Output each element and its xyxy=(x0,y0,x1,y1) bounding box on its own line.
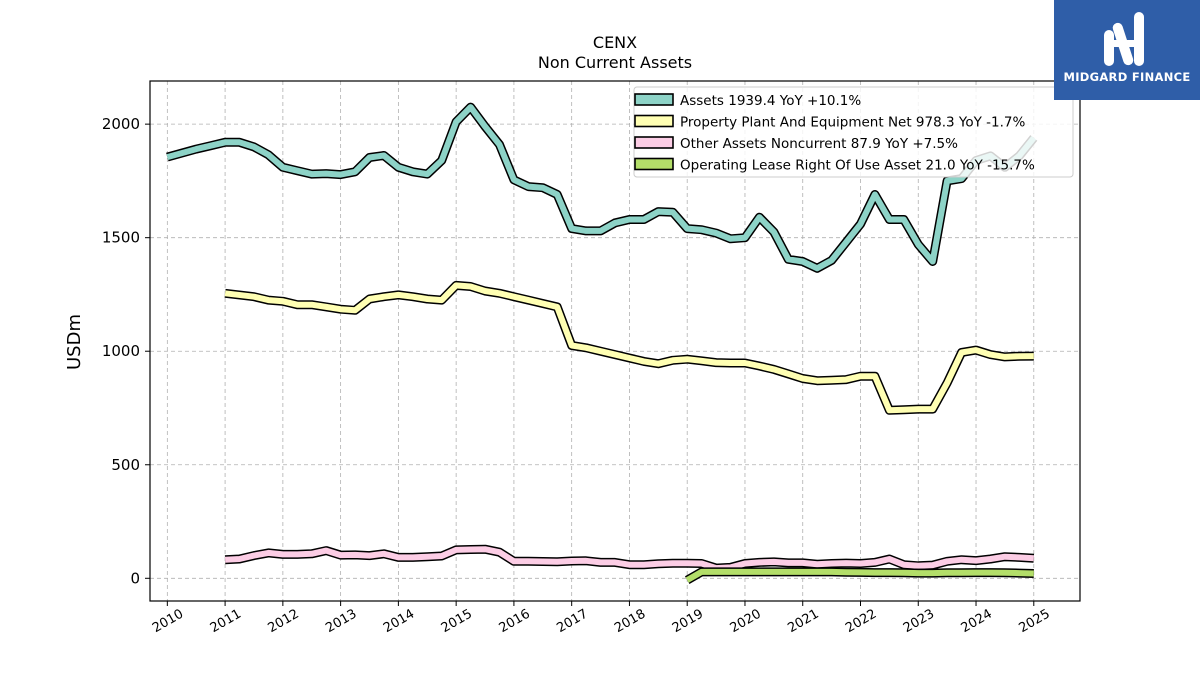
x-tick-label: 2011 xyxy=(208,607,244,637)
chart-subtitle: Non Current Assets xyxy=(538,53,692,72)
midgard-finance-logo: MIDGARD FINANCE xyxy=(1054,0,1200,100)
legend-swatch xyxy=(634,93,674,106)
legend-box xyxy=(633,86,1074,178)
x-tick-label: 2017 xyxy=(554,607,590,637)
x-tick-label: 2019 xyxy=(670,607,706,637)
y-tick-label: 0 xyxy=(130,569,140,587)
legend-label: Property Plant And Equipment Net 978.3 Y… xyxy=(680,115,1025,131)
series-2-line xyxy=(224,546,1034,572)
x-tick-label: 2024 xyxy=(959,607,995,637)
x-tick-label: 2025 xyxy=(1016,607,1052,637)
chart-title: CENX xyxy=(593,33,637,52)
series-0-line xyxy=(166,104,1037,272)
legend-swatch xyxy=(634,157,674,171)
series-layer xyxy=(166,102,1038,585)
logo-mark-icon xyxy=(1104,12,1144,66)
x-tick-label: 2016 xyxy=(497,607,533,637)
x-tick-label: 2021 xyxy=(785,607,821,637)
plot-frame xyxy=(149,80,1081,602)
x-tick-label: 2023 xyxy=(901,607,937,637)
legend: Assets 1939.4 YoY +10.1% Property Plant A… xyxy=(633,86,1074,178)
x-tick-label: 2020 xyxy=(728,607,764,637)
legend-label: Other Assets Noncurrent 87.9 YoY +7.5% xyxy=(680,136,958,152)
series-1-line xyxy=(224,282,1034,414)
x-tick-label: 2010 xyxy=(150,607,186,637)
y-tick-label: 500 xyxy=(111,456,140,474)
y-tick-label: 2000 xyxy=(102,115,140,133)
logo-text: MIDGARD FINANCE xyxy=(1063,70,1191,84)
y-tick-label: 1000 xyxy=(102,342,140,360)
legend-swatch xyxy=(634,136,674,149)
x-tick-label: 2013 xyxy=(323,607,359,637)
x-tick-label: 2015 xyxy=(439,607,475,637)
x-tick-label: 2018 xyxy=(612,607,648,637)
x-tick-label: 2014 xyxy=(381,607,417,637)
x-tick-label: 2022 xyxy=(843,607,879,637)
legend-label: Assets 1939.4 YoY +10.1% xyxy=(680,93,861,109)
x-tick-label: 2012 xyxy=(266,607,302,637)
y-axis-label: USDm xyxy=(64,314,85,370)
series-3-line xyxy=(685,568,1034,583)
legend-label: Operating Lease Right Of Use Asset 21.0 … xyxy=(680,158,1035,174)
legend-swatch xyxy=(634,114,674,128)
y-tick-label: 1500 xyxy=(102,229,140,247)
